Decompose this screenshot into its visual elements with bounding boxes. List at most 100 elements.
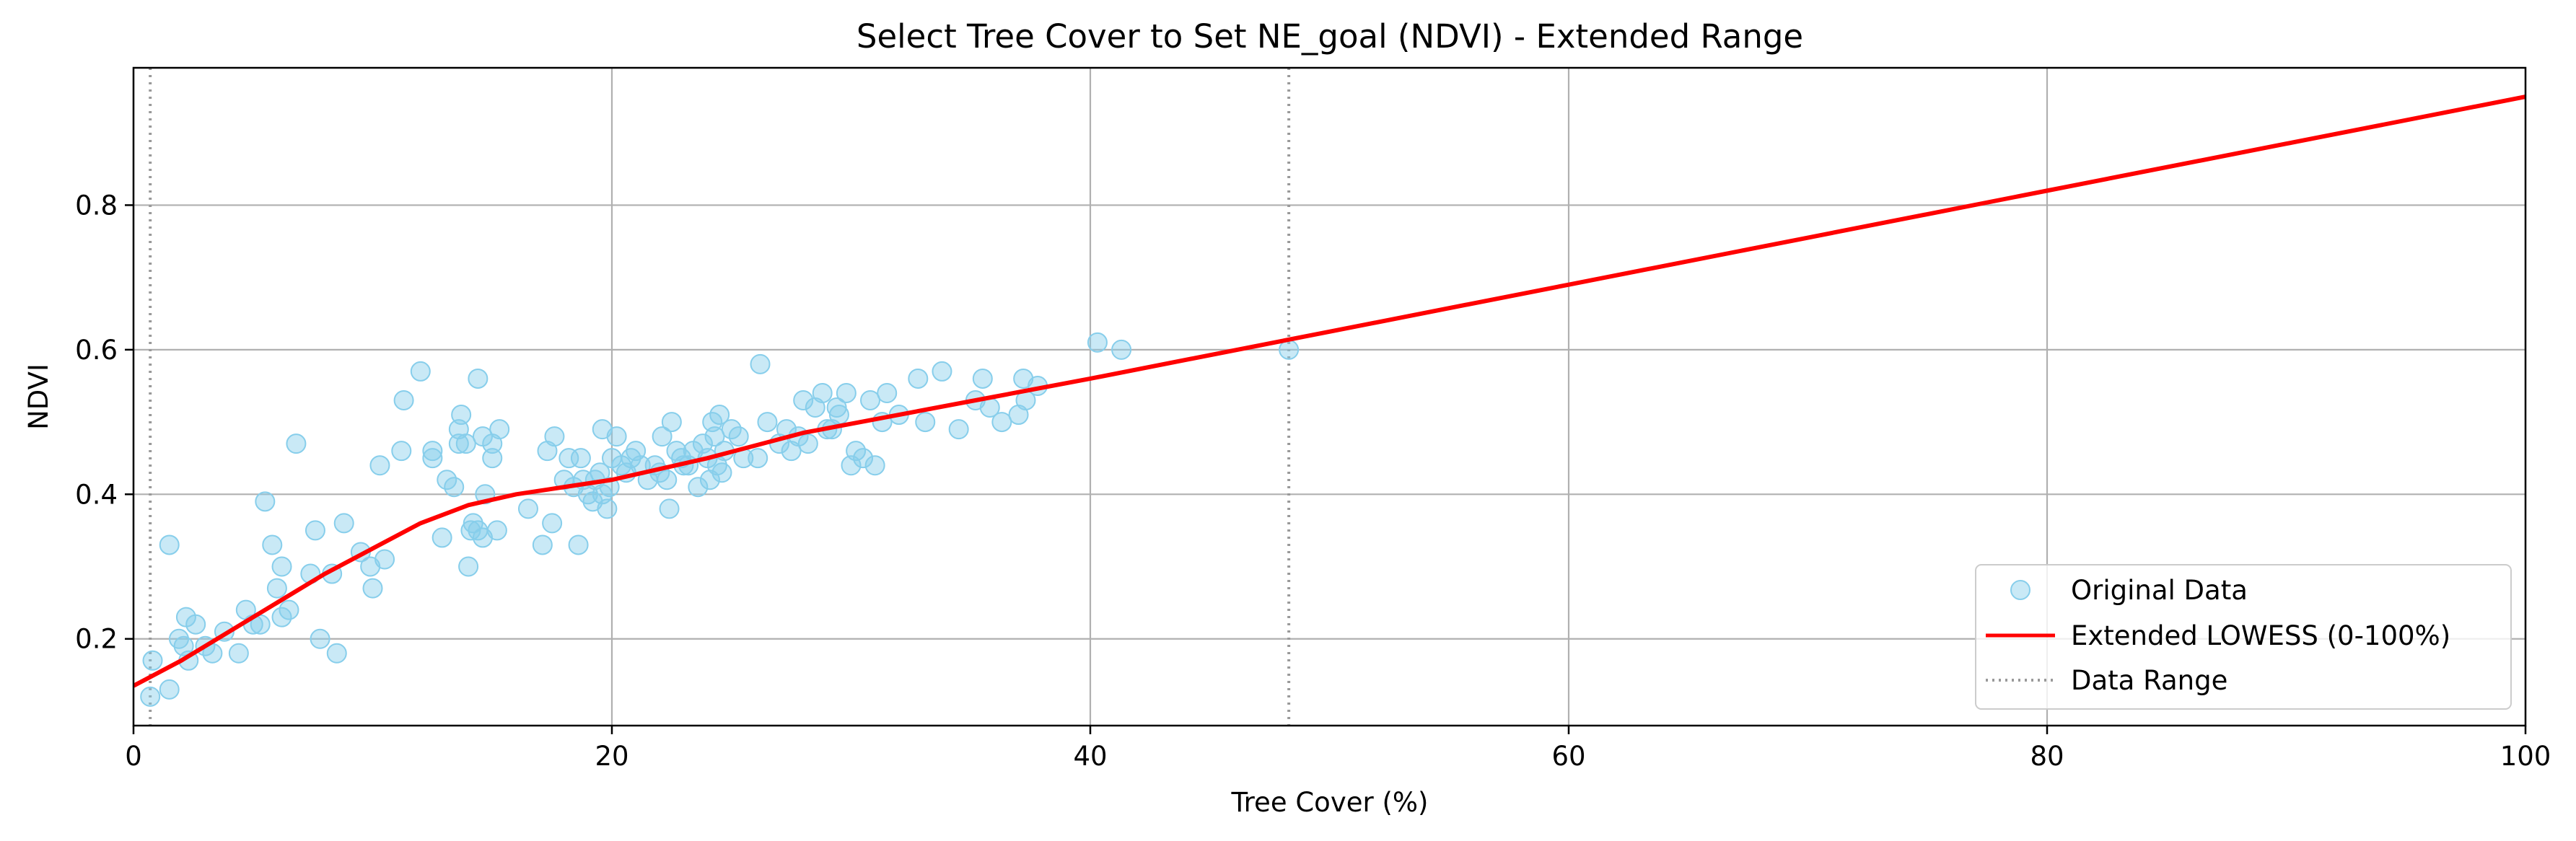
scatter-point xyxy=(333,513,354,534)
scatter-point xyxy=(570,448,591,469)
scatter-point xyxy=(709,405,730,426)
scatter-point xyxy=(1279,339,1300,360)
y-tick-label: 0.2 xyxy=(75,624,118,655)
scatter-point xyxy=(266,578,287,599)
legend-frame xyxy=(1975,564,2512,710)
scatter-point xyxy=(558,448,579,469)
scatter-point xyxy=(455,433,476,454)
scatter-point xyxy=(185,614,206,635)
scatter-point xyxy=(517,498,538,519)
scatter-point xyxy=(448,433,469,454)
scatter-point xyxy=(310,628,330,649)
scatter-point xyxy=(657,470,678,490)
scatter-point xyxy=(305,520,325,541)
scatter-point xyxy=(431,527,452,548)
scatter-point xyxy=(661,412,682,433)
scatter-point xyxy=(286,433,307,454)
scatter-point xyxy=(532,534,553,555)
legend-label-data-range: Data Range xyxy=(2071,665,2227,696)
scatter-point xyxy=(369,455,390,476)
scatter-point xyxy=(326,643,347,664)
lowess-line xyxy=(133,94,2525,688)
scatter-point xyxy=(271,556,292,577)
scatter-point xyxy=(271,607,292,628)
scatter-point xyxy=(451,405,472,426)
scatter-point xyxy=(159,534,180,555)
scatter-point xyxy=(393,390,414,411)
scatter-point xyxy=(422,441,443,462)
x-tick-label: 80 xyxy=(2030,741,2064,772)
y-axis-label: NDVI xyxy=(23,364,54,430)
scatter-point xyxy=(228,643,249,664)
scatter-point xyxy=(652,426,673,447)
y-tick-label: 0.6 xyxy=(75,335,118,366)
scatter-point xyxy=(828,405,849,426)
scatter-point xyxy=(1087,332,1108,353)
scatter-point xyxy=(597,498,618,519)
scatter-point xyxy=(797,433,818,454)
x-axis-label: Tree Cover (%) xyxy=(1231,787,1429,818)
legend-label-lowess: Extended LOWESS (0-100%) xyxy=(2071,620,2450,651)
scatter-point xyxy=(793,390,814,411)
scatter-point xyxy=(908,368,929,389)
scatter-point xyxy=(812,382,833,403)
legend-marker-original-data xyxy=(2010,580,2030,600)
plot-frame xyxy=(132,66,2527,727)
scatter-point xyxy=(458,556,479,577)
scatter-point xyxy=(877,382,898,403)
scatter-point xyxy=(853,448,874,469)
scatter-point xyxy=(422,448,443,469)
scatter-point xyxy=(972,368,993,389)
scatter-point xyxy=(482,448,503,469)
scatter-point xyxy=(606,426,627,447)
scatter-point xyxy=(757,412,778,433)
scatter-point xyxy=(864,455,885,476)
data-range-lines xyxy=(149,68,1291,726)
scatter-point xyxy=(444,477,465,498)
scatter-point xyxy=(142,650,163,671)
legend-label-original-data: Original Data xyxy=(2071,575,2248,606)
scatter-point xyxy=(362,578,383,599)
scatter-point xyxy=(279,599,299,620)
x-tick-label: 100 xyxy=(2500,741,2551,772)
scatter-point xyxy=(391,441,412,462)
scatter-point xyxy=(468,368,489,389)
scatter-point xyxy=(262,534,283,555)
scatter-point xyxy=(948,419,969,440)
scatter-point xyxy=(1111,339,1132,360)
lowess-series xyxy=(133,94,2525,688)
x-tick-label: 60 xyxy=(1551,741,1585,772)
scatter-point xyxy=(489,419,510,440)
legend: Original Data Extended LOWESS (0-100%) D… xyxy=(1975,564,2512,710)
y-tick-label: 0.8 xyxy=(75,190,118,221)
scatter-point xyxy=(721,419,742,440)
scatter-point xyxy=(140,686,161,707)
scatter-point xyxy=(748,448,768,469)
scatter-point xyxy=(846,441,867,462)
scatter-point xyxy=(711,462,732,483)
y-tick-label: 0.4 xyxy=(75,479,118,510)
scatter-point xyxy=(704,426,725,447)
scatter-point xyxy=(915,412,936,433)
scatter-point xyxy=(750,353,771,374)
scatter-point xyxy=(410,361,431,382)
chart-title: Select Tree Cover to Set NE_goal (NDVI) … xyxy=(857,17,1803,56)
scatter-point xyxy=(486,520,507,541)
scatter-point xyxy=(659,498,680,519)
scatter-point xyxy=(544,426,565,447)
scatter-point xyxy=(860,390,881,411)
scatter-series xyxy=(140,332,1300,707)
x-axis-ticks: 0 20 40 60 80 100 xyxy=(125,726,2551,772)
scatter-point xyxy=(542,513,563,534)
scatter-point xyxy=(437,470,457,490)
x-tick-label: 0 xyxy=(125,741,142,772)
scatter-point xyxy=(159,679,180,700)
scatter-point xyxy=(374,549,395,570)
y-axis-ticks: 0.2 0.4 0.6 0.8 xyxy=(75,190,133,655)
scatter-point xyxy=(836,382,857,403)
scatter-point xyxy=(255,491,276,512)
scatter-point xyxy=(728,426,749,447)
x-tick-label: 40 xyxy=(1073,741,1107,772)
scatter-point xyxy=(568,534,589,555)
